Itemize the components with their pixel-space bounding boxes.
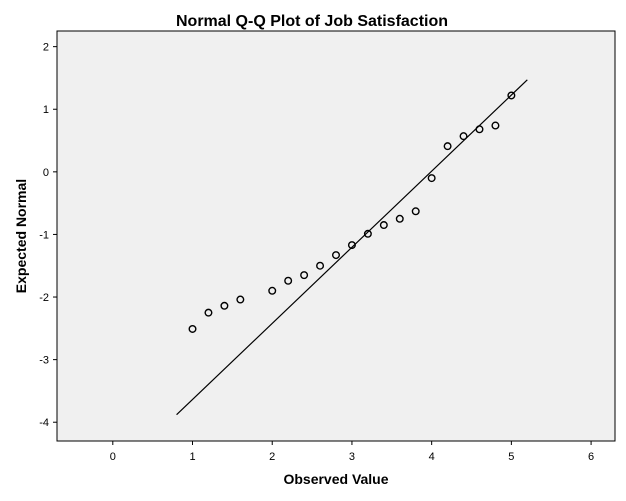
data-point [427, 174, 436, 183]
data-point [475, 125, 484, 134]
data-point [268, 286, 277, 295]
x-tick-label: 6 [588, 451, 594, 463]
x-tick-label: 1 [189, 451, 195, 463]
data-point [316, 261, 325, 270]
data-point [284, 276, 293, 285]
x-tick-label: 4 [429, 451, 435, 463]
data-point [236, 295, 245, 304]
y-tick-label: -2 [39, 292, 49, 304]
reference-line [176, 79, 528, 416]
data-point [332, 251, 341, 260]
y-tick-label: 1 [43, 104, 49, 116]
x-tick-label: 3 [349, 451, 355, 463]
data-point [347, 241, 356, 250]
data-point [507, 91, 516, 100]
y-axis-label: Expected Normal [13, 179, 29, 293]
x-axis-ticks: 0 1 2 3 4 5 6 [110, 441, 594, 463]
data-point [411, 207, 420, 216]
y-tick-label: -3 [39, 355, 49, 367]
x-tick-label: 5 [508, 451, 514, 463]
data-point [363, 229, 372, 238]
data-point [220, 301, 229, 310]
data-point [188, 324, 197, 333]
data-point [491, 121, 500, 130]
chart-marks [176, 79, 528, 416]
data-point [204, 308, 213, 317]
y-tick-label: -4 [39, 417, 49, 429]
data-point [300, 271, 309, 280]
x-tick-label: 2 [269, 451, 275, 463]
y-axis-ticks: 2 1 0 -1 -2 -3 -4 [39, 42, 57, 429]
y-tick-label: 2 [43, 42, 49, 54]
chart-title: Normal Q-Q Plot of Job Satisfaction [176, 13, 448, 30]
x-axis-label: Observed Value [283, 471, 388, 487]
plot-area [56, 30, 616, 442]
y-tick-label: 0 [43, 167, 49, 179]
data-point [379, 221, 388, 230]
data-point [443, 142, 452, 151]
data-point [459, 132, 468, 141]
data-point [395, 214, 404, 223]
y-tick-label: -1 [39, 229, 49, 241]
x-tick-label: 0 [110, 451, 116, 463]
